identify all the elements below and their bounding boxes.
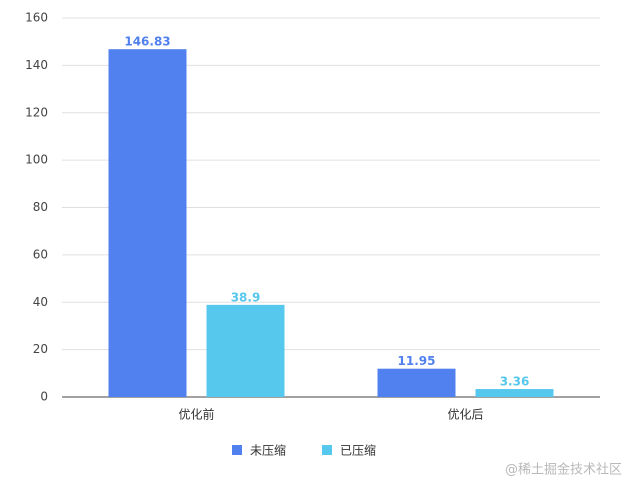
y-tick-label: 20	[33, 342, 48, 356]
y-tick-label: 160	[25, 11, 48, 25]
legend-label: 已压缩	[340, 443, 376, 458]
legend-swatch	[232, 445, 242, 455]
y-tick-label: 140	[25, 58, 48, 72]
data-label: 11.95	[398, 354, 436, 368]
legend-swatch	[322, 445, 332, 455]
bar	[475, 389, 554, 397]
y-tick-label: 60	[33, 247, 48, 261]
y-tick-label: 80	[33, 200, 48, 214]
bar	[377, 368, 456, 397]
y-tick-label: 100	[25, 153, 48, 167]
x-tick-label: 优化后	[447, 408, 483, 422]
data-label: 3.36	[500, 375, 530, 389]
data-label: 146.83	[124, 35, 170, 49]
bar	[206, 304, 285, 397]
x-tick-label: 优化前	[178, 407, 214, 422]
legend-label: 未压缩	[250, 443, 286, 458]
bar	[108, 49, 187, 397]
data-label: 38.9	[231, 290, 261, 304]
y-tick-label: 40	[33, 295, 48, 309]
y-tick-label: 0	[40, 390, 48, 404]
watermark: @稀土掘金技术社区	[505, 462, 622, 478]
y-tick-label: 120	[25, 105, 48, 119]
